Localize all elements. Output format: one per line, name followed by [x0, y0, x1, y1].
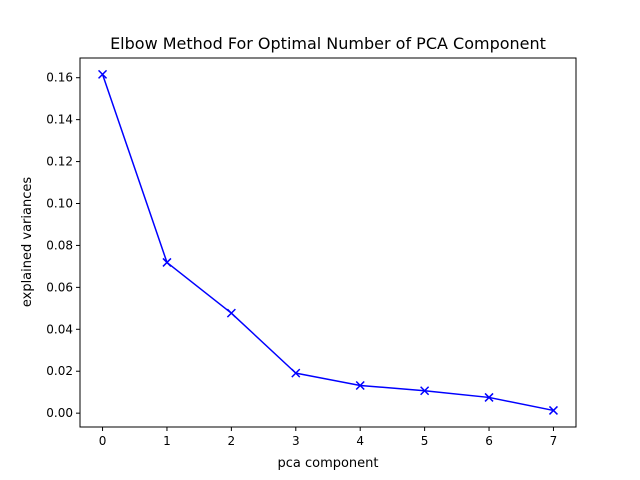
x-axis-label: pca component: [277, 456, 378, 471]
y-tick-label: 0.14: [46, 113, 73, 127]
y-tick-label: 0.00: [46, 406, 73, 420]
data-point-marker: [355, 380, 365, 391]
y-tick-label: 0.16: [46, 71, 73, 85]
data-point-marker: [162, 257, 172, 267]
ticks: 0 1 2 3 4 5 6 7 0.00 0.02 0.04 0.06 0.08 0.10 0.12 0.14…: [46, 71, 557, 448]
series-line: [101, 74, 554, 412]
y-tick-label: 0.04: [46, 322, 73, 336]
y-tick-label: 0.12: [46, 155, 73, 169]
x-tick-label: 7: [550, 434, 558, 448]
x-tick-label: 3: [292, 434, 300, 448]
series-layer: [98, 69, 558, 415]
x-tick-label: 6: [485, 434, 493, 448]
data-point-marker: [548, 405, 558, 415]
y-tick-label: 0.06: [46, 280, 73, 294]
plot-area: [80, 58, 576, 427]
y-axis-label: explained variances: [20, 177, 35, 307]
plot-frame: [79, 57, 577, 428]
x-tick-label: 5: [421, 434, 429, 448]
data-point-marker: [98, 69, 108, 79]
y-tick-label: 0.08: [46, 238, 73, 252]
data-point-marker: [420, 386, 430, 396]
chart-title: Elbow Method For Optimal Number of PCA C…: [110, 34, 546, 53]
y-tick-label: 0.10: [46, 197, 73, 211]
x-tick-label: 1: [163, 434, 171, 448]
x-tick-label: 4: [356, 434, 364, 448]
x-tick-label: 2: [228, 434, 236, 448]
data-point-marker: [484, 392, 494, 402]
data-point-marker: [226, 308, 236, 318]
x-tick-label: 0: [99, 434, 107, 448]
y-tick-label: 0.02: [46, 364, 73, 378]
data-point-marker: [291, 368, 301, 378]
